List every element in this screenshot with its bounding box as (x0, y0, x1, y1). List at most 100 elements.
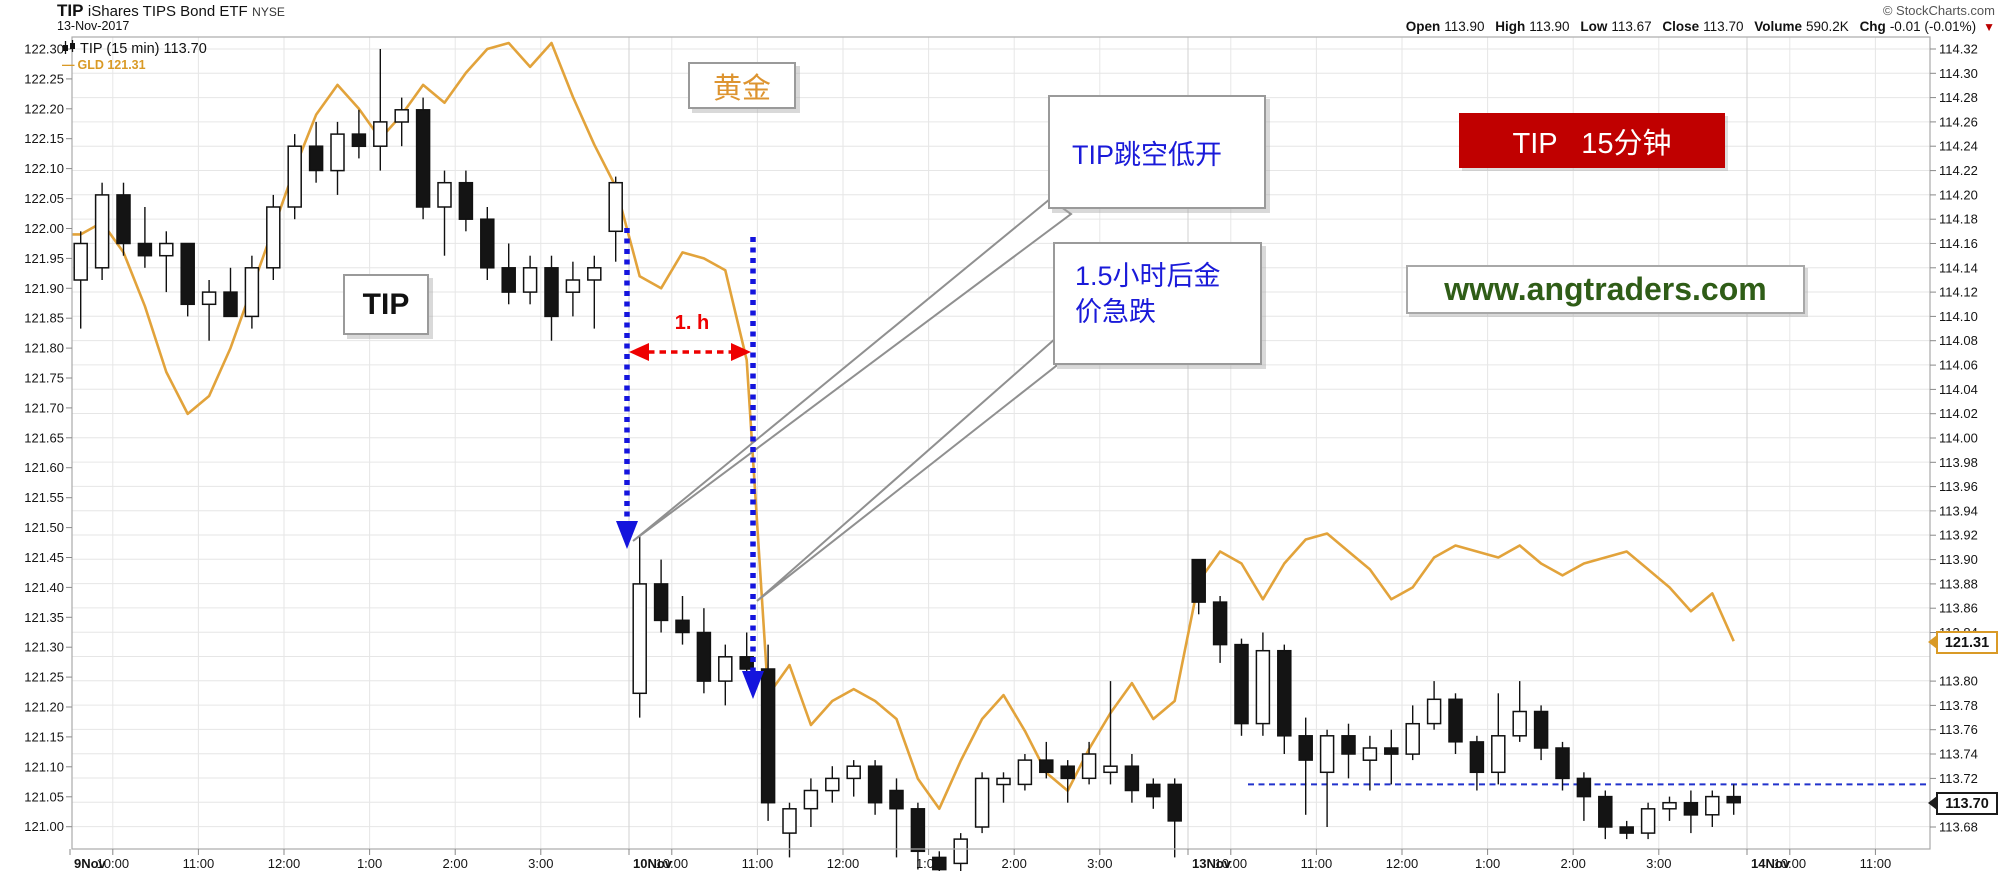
candle-body (1060, 765, 1075, 780)
candlestick-chart-icon (62, 40, 77, 59)
legend-gld: — GLD 121.31 (62, 58, 146, 72)
legend-gld-text: GLD 121.31 (77, 58, 146, 72)
candles-9Nov (73, 49, 623, 341)
candle-body (330, 133, 345, 172)
svg-text:114.08: 114.08 (1939, 333, 1978, 348)
chg-value: -0.01 (-0.01%) (1889, 19, 1977, 34)
svg-text:113.72: 113.72 (1939, 771, 1978, 786)
candle-body (675, 619, 690, 634)
gld-tag-notch-icon (1928, 635, 1937, 649)
svg-text:121.70: 121.70 (24, 400, 64, 415)
candle-body (287, 145, 302, 208)
svg-text:3:00: 3:00 (528, 856, 553, 871)
svg-text:2:00: 2:00 (1002, 856, 1027, 871)
svg-text:114.14: 114.14 (1939, 260, 1978, 275)
candle-body (608, 181, 623, 233)
svg-text:113.88: 113.88 (1939, 576, 1978, 591)
candle-body (910, 808, 926, 853)
high-value: 113.90 (1529, 19, 1570, 34)
candle-body (1277, 649, 1292, 737)
low-value: 113.67 (1611, 19, 1652, 34)
svg-text:10:00: 10:00 (656, 856, 689, 871)
svg-text:121.20: 121.20 (24, 700, 64, 715)
candle-body (1576, 777, 1592, 798)
gold-plunge-callout-line2: 价急跌 (1075, 297, 1156, 327)
candle-body (1298, 735, 1313, 761)
svg-text:113.78: 113.78 (1939, 698, 1978, 713)
svg-text:121.15: 121.15 (24, 729, 64, 744)
svg-text:1:00: 1:00 (916, 856, 941, 871)
candle-body (1234, 643, 1249, 725)
exchange: NYSE (252, 5, 285, 19)
hour-span-left-arrowhead-icon (629, 343, 649, 361)
svg-text:11:00: 11:00 (742, 856, 774, 871)
stockcharts-copyright: © StockCharts.com (1882, 3, 1995, 18)
candle-body (803, 789, 819, 810)
candles-13Nov (1191, 558, 1741, 840)
svg-text:114.12: 114.12 (1939, 285, 1978, 300)
svg-text:121.30: 121.30 (24, 640, 64, 655)
candle-body (1683, 801, 1699, 816)
candle-body (373, 121, 388, 147)
gap-down-callout-text: TIP跳空低开 (1072, 139, 1223, 170)
gold-plunge-arrowhead-icon (742, 671, 764, 699)
close-value: 113.70 (1703, 19, 1744, 34)
right-axis-labels: 114.32 114.30 114.28 114.26 114.24 114.22 114.… (1930, 42, 1978, 835)
candle-body (308, 145, 324, 172)
one-hour-arrow-label: 1. h (674, 312, 710, 334)
candle-body (201, 291, 217, 306)
candle-body (1448, 698, 1463, 743)
volume-label: Volume (1754, 19, 1802, 34)
candle-body (244, 267, 260, 318)
svg-text:113.92: 113.92 (1939, 528, 1978, 543)
svg-text:122.30: 122.30 (24, 42, 64, 57)
svg-text:121.25: 121.25 (24, 670, 64, 685)
candle-body (73, 242, 88, 281)
svg-text:122.10: 122.10 (24, 161, 64, 176)
svg-text:122.00: 122.00 (24, 221, 64, 236)
interval-banner: TIP 15分钟 (1459, 113, 1725, 168)
candle-body (180, 242, 195, 306)
svg-text:2:00: 2:00 (443, 856, 468, 871)
svg-text:121.60: 121.60 (24, 460, 64, 475)
candle-body (889, 789, 904, 810)
svg-text:9Nov: 9Nov (74, 856, 107, 871)
candle-body (266, 206, 281, 269)
candle-body (1555, 747, 1570, 780)
candle-body (932, 856, 947, 871)
svg-text:113.76: 113.76 (1939, 722, 1978, 737)
candle-body (1491, 735, 1506, 774)
svg-text:122.05: 122.05 (24, 191, 64, 206)
svg-text:114.18: 114.18 (1939, 212, 1978, 227)
svg-text:12:00: 12:00 (1386, 856, 1419, 871)
svg-text:10Nov: 10Nov (633, 856, 673, 871)
candle-body (782, 808, 797, 834)
svg-text:121.90: 121.90 (24, 281, 64, 296)
svg-text:121.80: 121.80 (24, 341, 64, 356)
svg-text:121.85: 121.85 (24, 311, 64, 326)
tip-last-price-tag: 113.70 (1936, 792, 1998, 815)
legend-tip-text: TIP (15 min) 113.70 (80, 41, 207, 57)
svg-text:12:00: 12:00 (827, 856, 860, 871)
candle-body (1384, 747, 1399, 755)
candle-body (137, 242, 153, 257)
plot-frame (71, 36, 1931, 850)
svg-text:121.75: 121.75 (24, 371, 64, 386)
candle-body (1619, 826, 1634, 834)
open-value: 113.90 (1444, 19, 1485, 34)
candle-body (544, 267, 559, 318)
svg-text:14Nov: 14Nov (1751, 856, 1791, 871)
svg-text:114.04: 114.04 (1939, 382, 1978, 397)
svg-text:114.32: 114.32 (1939, 42, 1978, 57)
candle-body (1533, 710, 1549, 749)
candle-body (1726, 795, 1741, 804)
svg-text:121.35: 121.35 (24, 610, 64, 625)
callout1-leader-line (632, 197, 1073, 542)
candles-10Nov (632, 535, 1182, 871)
candle-body (1255, 649, 1271, 725)
svg-text:114.24: 114.24 (1939, 139, 1978, 154)
candle-body (116, 194, 131, 245)
svg-text:13Nov: 13Nov (1192, 856, 1232, 871)
chg-down-triangle-icon[interactable]: ▼ (1983, 20, 1995, 34)
